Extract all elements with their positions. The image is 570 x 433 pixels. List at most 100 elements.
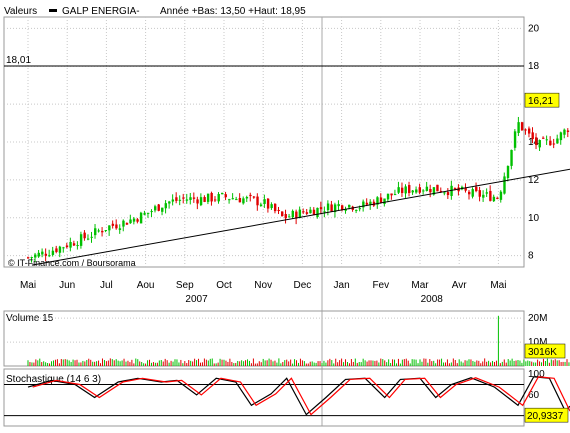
price-overlays: 18,01 16,21 [4,55,570,266]
candle-body [217,194,220,202]
candle-body [563,129,566,135]
candle-body [542,137,545,139]
chart-header: Valeurs GALP ENERGIA- Année +Bas: 13,50 … [4,6,306,17]
candle-body [510,149,513,166]
candle-body [333,204,337,213]
month-tick-label: Dec [294,280,312,291]
candle-body [34,254,37,258]
candle-body [235,199,238,201]
candle-body [30,257,33,259]
price-tick-label: 12 [528,175,540,186]
candle-body [86,238,90,240]
candle-body [154,206,157,211]
candle-body [506,165,510,179]
last-stochastic-badge [524,407,569,423]
candle-body [231,198,235,200]
candle-body [471,189,474,197]
month-tick-label: Oct [216,280,232,291]
candle-body [415,189,418,193]
candle-body [468,191,471,195]
candle-body [90,236,93,238]
candle-body [203,197,206,202]
month-tick-label: Jul [100,280,113,291]
values-label: Valeurs [4,6,37,17]
candle-body [302,211,305,213]
volume-bars: 10M 20M 3016K [4,313,570,366]
candle-body [390,193,393,196]
price-tick-label: 10 [528,213,540,224]
candle-body [213,199,217,201]
candle-body [41,251,44,255]
candle-body [266,198,270,209]
candle-body [323,211,326,213]
candle-body [125,222,129,225]
candle-body [408,185,411,194]
volume-panel-frame [3,310,525,367]
month-tick-label: Mar [411,280,429,291]
month-tick-label: Aou [137,280,155,291]
candle-body [210,192,213,202]
candle-body [535,137,538,146]
candle-body [478,190,481,197]
candle-body [245,197,249,199]
candle-body [281,211,284,217]
candle-body [400,187,404,194]
x-axis: Mai Jun Jul Aou Sep Oct Nov Dec Jan Fev Mar Avr Mai 2… [20,280,507,305]
candle-body [309,209,312,214]
candle-body [69,241,72,248]
candle-body [422,190,425,192]
candle-body [228,199,231,201]
candle-body [418,187,422,193]
stochastic-lines: 60 100 20,9337 [4,369,570,423]
candle-body [291,210,294,218]
candle-body [51,250,55,255]
candle-body [48,255,51,257]
candle-body [284,214,287,219]
last-volume-badge [524,343,566,359]
candle-body [365,202,369,205]
candle-body [383,198,386,204]
candle-body [256,196,259,206]
month-tick-label: Jun [59,280,75,291]
candle-body [161,207,164,212]
candle-body [185,199,189,201]
volume-panel: Volume 15 10M 20M 3016K [3,310,570,367]
stochastic-tick-label: 100 [528,369,545,380]
candle-body [492,196,496,202]
candle-body [549,140,552,146]
candle-body [263,199,266,204]
candle-body [538,140,541,148]
month-tick-label: Sep [176,280,194,291]
series-name: GALP ENERGIA- [62,6,140,17]
last-stochastic-label: 20,9337 [527,411,564,422]
candle-body [326,203,330,211]
candle-body [249,194,252,197]
month-tick-label: Nov [254,280,272,291]
candle-body [55,248,58,252]
candle-body [122,220,125,227]
candle-body [118,228,122,230]
candle-body [485,192,489,194]
candle-body [273,203,277,212]
candle-body [429,189,432,193]
candle-body [277,209,280,212]
candle-body [376,197,379,205]
candle-body [531,132,534,140]
price-tick-label: 20 [528,23,540,34]
candle-body [348,204,351,208]
candle-body [132,218,136,222]
year-range-stats: Année +Bas: 13,50 +Haut: 18,95 [160,6,306,17]
stochastic-k-line [27,376,570,416]
candle-body [62,247,65,249]
price-tick-label: 18 [528,61,540,72]
candle-body [496,197,499,199]
month-tick-label: Jan [334,280,350,291]
candle-body [221,193,224,195]
last-price-label: 16,21 [528,96,553,107]
candle-body [65,245,69,248]
candle-body [224,194,227,198]
candle-body [189,197,192,200]
candle-body [242,198,245,204]
candle-body [316,207,319,217]
